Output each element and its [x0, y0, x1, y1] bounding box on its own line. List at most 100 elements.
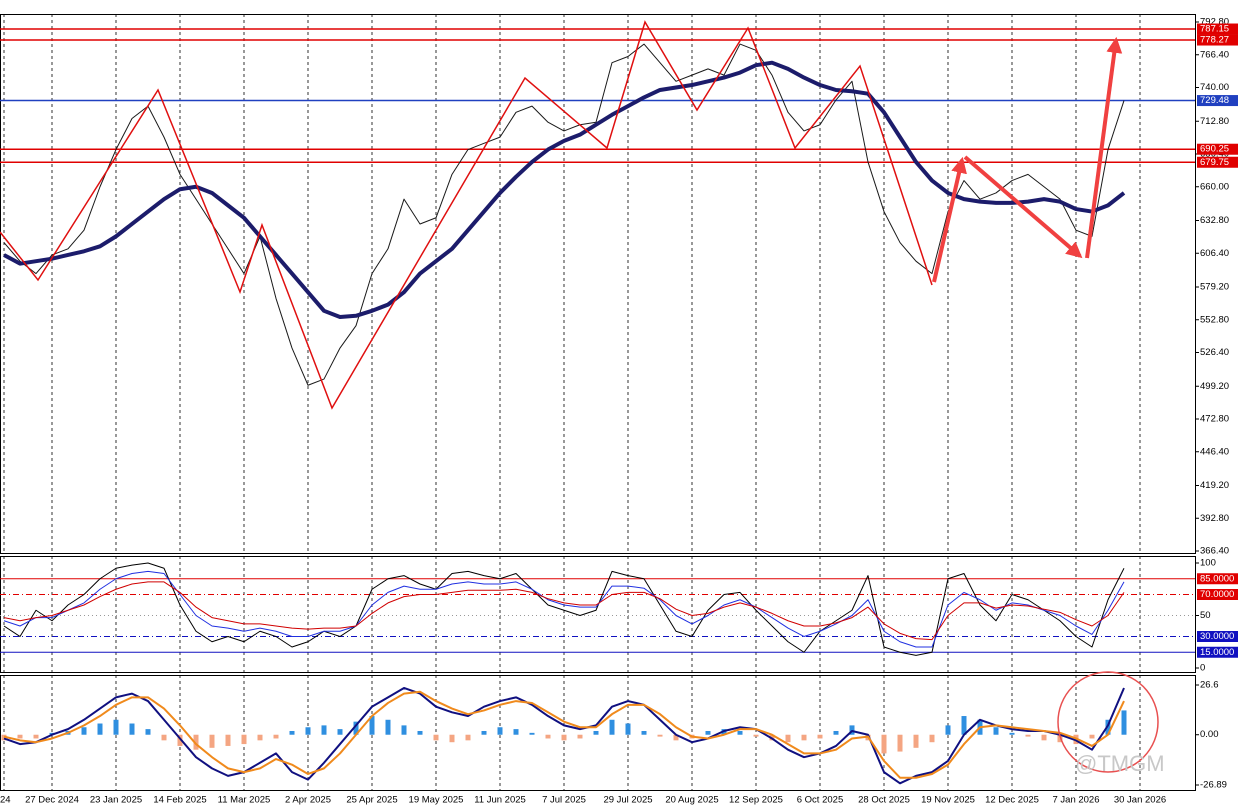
histogram-bar — [817, 734, 823, 739]
y-tick-label: 366.40 — [1200, 546, 1229, 557]
series-line — [3, 686, 1125, 785]
level-label: 679.75 — [1200, 157, 1229, 168]
y-tick-label: 660.00 — [1200, 181, 1229, 192]
panel-frame — [0, 675, 1196, 791]
x-tick-label: 28 Oct 2025 — [858, 795, 910, 806]
arrow — [963, 155, 1083, 259]
y-tick-label: 30.0000 — [1200, 631, 1234, 642]
level-label-box — [1197, 95, 1238, 107]
histogram-bar — [33, 734, 39, 739]
tick-label-box — [1197, 646, 1238, 658]
histogram-bar — [1041, 734, 1047, 741]
histogram-bar — [545, 734, 551, 739]
histogram-bar — [481, 730, 487, 735]
histogram-bar — [529, 732, 535, 735]
histogram-bar — [161, 734, 167, 741]
y-tick-label: 85.0000 — [1200, 573, 1234, 584]
x-tick-label: 11 Mar 2025 — [218, 795, 271, 806]
y-tick-label: 0.00 — [1200, 729, 1219, 740]
histogram-bar — [513, 729, 519, 735]
histogram-bar — [833, 730, 839, 735]
histogram-bar — [1009, 732, 1015, 735]
histogram-bar — [913, 734, 919, 748]
y-tick-label: 499.20 — [1200, 381, 1229, 392]
x-tick-label: 24 — [0, 795, 11, 806]
histogram-bar — [881, 734, 887, 754]
histogram-bar — [305, 727, 311, 735]
histogram-bar — [1025, 734, 1031, 737]
y-tick-label: 792.80 — [1200, 17, 1229, 28]
level-label: 729.48 — [1200, 95, 1229, 106]
histogram-bar — [801, 734, 807, 741]
histogram-bar — [289, 730, 295, 735]
x-tick-label: 11 Jun 2025 — [474, 795, 526, 806]
zigzag — [0, 20, 1123, 410]
histogram-bar — [609, 719, 615, 735]
histogram-bar — [177, 734, 183, 746]
histogram-bar — [353, 721, 359, 735]
y-tick-label: 419.20 — [1200, 480, 1229, 491]
level-label-box — [1197, 156, 1238, 168]
histogram-bar — [961, 716, 967, 735]
level-label-box — [1197, 23, 1238, 35]
histogram-bar — [897, 734, 903, 752]
histogram-bar — [273, 734, 279, 739]
histogram-bar — [641, 730, 647, 735]
histogram-bar — [1105, 719, 1111, 735]
x-tick-label: 23 Jan 2025 — [90, 795, 142, 806]
histogram-bar — [449, 734, 455, 743]
x-tick-label: 14 Feb 2025 — [153, 795, 206, 806]
x-tick-label: 19 May 2025 — [409, 795, 464, 806]
x-tick-label: 7 Jan 2026 — [1052, 795, 1099, 806]
histogram-bar — [417, 730, 423, 735]
level-label-box — [1197, 34, 1238, 46]
x-tick-label: 12 Sep 2025 — [729, 795, 783, 806]
grid-layer — [0, 14, 1196, 791]
x-tick-label: 7 Jul 2025 — [542, 795, 586, 806]
axis-layer: 24 27 Dec 2024 23 Jan 2025 14 Feb 2025 11 Ma… — [0, 17, 1238, 806]
histogram-bar — [81, 727, 87, 735]
highlight-circle — [1057, 671, 1159, 773]
level-label: 690.25 — [1200, 144, 1229, 155]
y-tick-label: 472.80 — [1200, 414, 1229, 425]
histogram-bar — [433, 734, 439, 741]
histogram-bar — [401, 725, 407, 735]
y-tick-label: 552.80 — [1200, 314, 1229, 325]
histogram-bar — [385, 719, 391, 735]
panel-frame — [0, 14, 1196, 554]
level-label: 778.27 — [1200, 35, 1229, 46]
histogram-bar — [497, 727, 503, 735]
zigzag-line — [0, 20, 933, 410]
x-tick-label: 6 Oct 2025 — [797, 795, 843, 806]
histogram-bar — [993, 727, 999, 735]
series-line — [3, 60, 1126, 320]
histogram-bar — [945, 725, 951, 735]
histogram-bar — [321, 725, 327, 735]
y-tick-label: 606.40 — [1200, 248, 1229, 259]
tick-label-box — [1197, 589, 1238, 600]
arrow — [932, 156, 967, 283]
series-line — [3, 690, 1125, 779]
panel-frame — [0, 556, 1196, 673]
histogram-bar — [705, 730, 711, 735]
y-tick-label: 446.40 — [1200, 446, 1229, 457]
histogram-bar — [369, 716, 375, 735]
histogram-bar — [577, 734, 583, 739]
tick-label-box — [1197, 573, 1238, 585]
y-tick-label: 26.6 — [1200, 680, 1219, 691]
x-tick-label: 30 Jan 2026 — [1114, 795, 1166, 806]
histogram-bar — [465, 734, 471, 741]
histogram-bar — [625, 723, 631, 735]
y-tick-label: 766.40 — [1200, 49, 1229, 60]
histogram-bar — [257, 734, 263, 741]
x-tick-label: 19 Nov 2025 — [921, 795, 975, 806]
y-tick-label: 632.80 — [1200, 215, 1229, 226]
histogram-bar — [145, 729, 151, 735]
series-line — [3, 562, 1125, 656]
x-tick-label: 20 Aug 2025 — [665, 795, 718, 806]
histogram-bar — [209, 734, 215, 748]
y-tick-label: 100 — [1200, 558, 1216, 569]
tick-label-box — [1197, 631, 1238, 642]
